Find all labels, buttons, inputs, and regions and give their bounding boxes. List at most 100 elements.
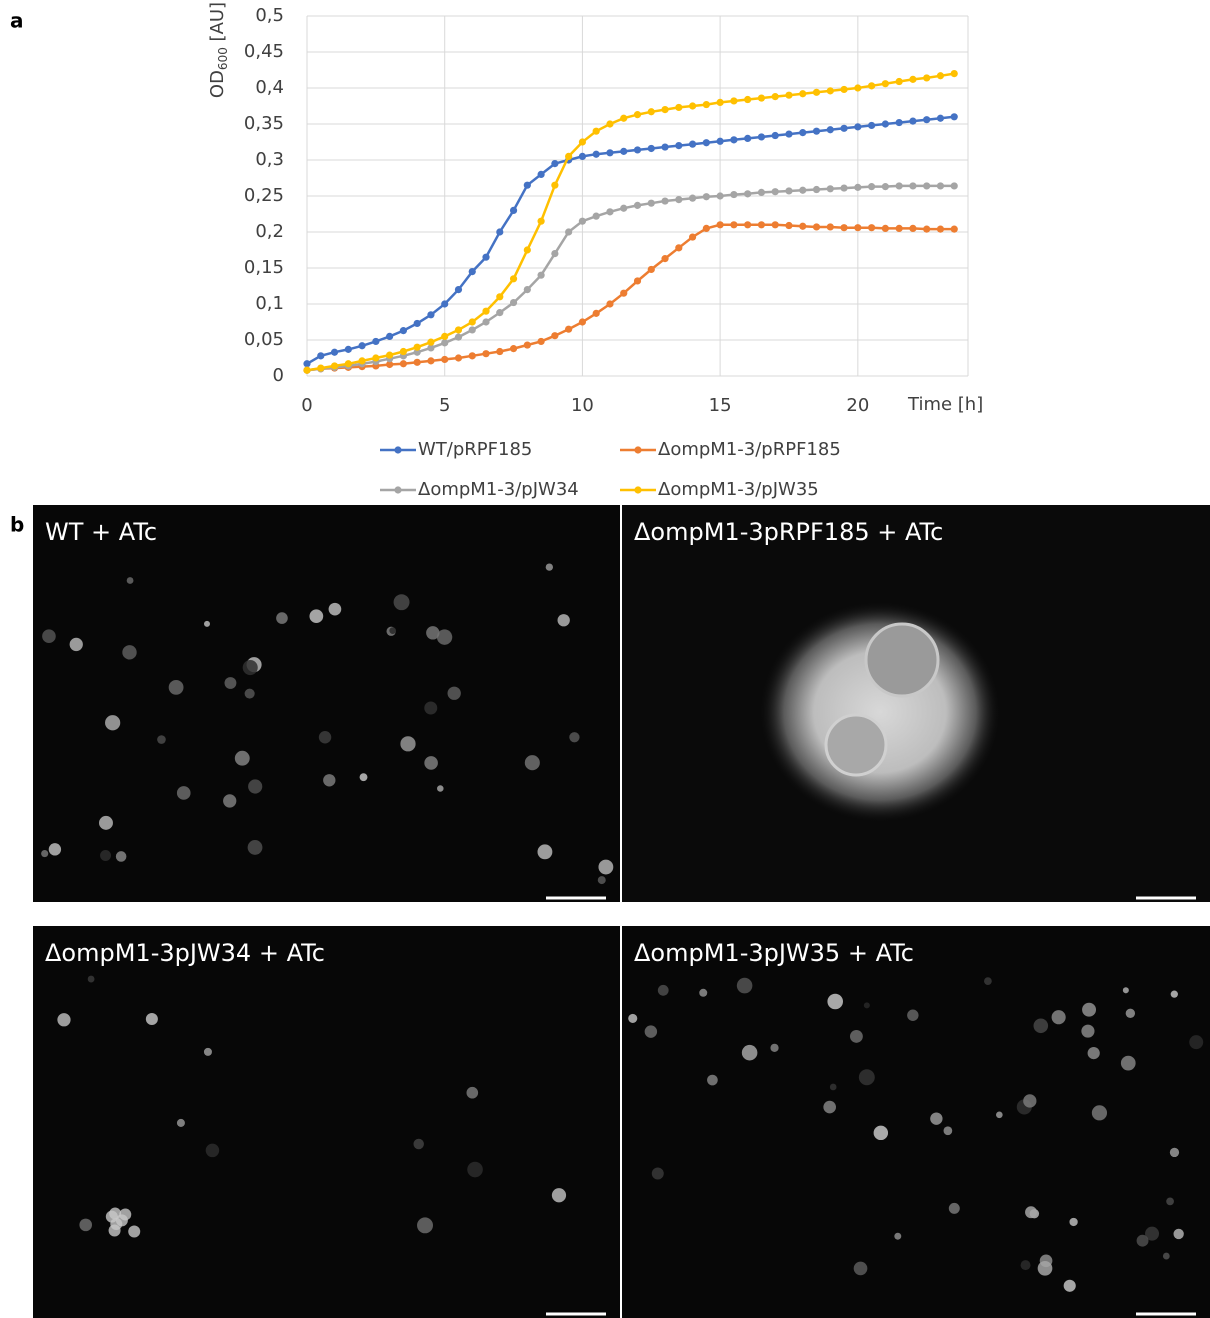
- data-point: [951, 70, 958, 77]
- data-point: [744, 96, 751, 103]
- data-point: [482, 350, 489, 357]
- data-point: [730, 136, 737, 143]
- data-point: [469, 352, 476, 359]
- data-point: [661, 255, 668, 262]
- y-tick-label: 0,05: [244, 329, 284, 350]
- data-point: [703, 139, 710, 146]
- cell: [1038, 1261, 1053, 1276]
- y-tick-label: 0,35: [244, 113, 284, 134]
- cell: [88, 976, 95, 983]
- data-point: [689, 102, 696, 109]
- cell: [309, 609, 323, 623]
- data-point: [400, 327, 407, 334]
- data-point: [785, 187, 792, 194]
- data-point: [496, 348, 503, 355]
- cell: [413, 1139, 423, 1149]
- data-point: [675, 142, 682, 149]
- cell: [119, 1208, 131, 1220]
- data-point: [606, 120, 613, 127]
- micrograph: ΔompM1-3pJW34 + ATc: [33, 926, 620, 1318]
- data-point: [593, 128, 600, 135]
- series-line: [307, 74, 954, 371]
- data-point: [524, 286, 531, 293]
- data-point: [538, 171, 545, 178]
- cell: [1092, 1105, 1107, 1120]
- data-point: [827, 126, 834, 133]
- cell: [525, 755, 540, 770]
- y-axis-label-part: OD: [207, 70, 228, 98]
- cell: [248, 779, 262, 793]
- data-point: [744, 190, 751, 197]
- data-point: [868, 122, 875, 129]
- legend-marker: [634, 486, 641, 493]
- data-point: [386, 333, 393, 340]
- data-point: [661, 143, 668, 150]
- y-tick-label: 0: [273, 365, 284, 386]
- image-label: ΔompM1-3pJW34 + ATc: [45, 939, 325, 967]
- data-point: [868, 224, 875, 231]
- y-tick-label: 0,4: [255, 77, 284, 98]
- cell: [1064, 1280, 1076, 1292]
- cell: [907, 1010, 918, 1021]
- data-point: [538, 272, 545, 279]
- data-point: [634, 202, 641, 209]
- data-point: [538, 218, 545, 225]
- data-point: [620, 290, 627, 297]
- data-point: [496, 293, 503, 300]
- legend-label: ΔompM1-3/pJW34: [418, 479, 579, 500]
- data-point: [661, 106, 668, 113]
- legend-marker: [634, 446, 641, 453]
- cell: [859, 1069, 875, 1085]
- data-point: [400, 348, 407, 355]
- cell: [169, 680, 184, 695]
- data-point: [358, 357, 365, 364]
- data-point: [634, 146, 641, 153]
- cell: [177, 1119, 185, 1127]
- data-point: [730, 191, 737, 198]
- data-point: [840, 125, 847, 132]
- data-point: [896, 78, 903, 85]
- cell: [737, 978, 753, 994]
- cell: [79, 1219, 92, 1232]
- data-point: [717, 192, 724, 199]
- data-point: [317, 352, 324, 359]
- data-point: [937, 226, 944, 233]
- y-tick-label: 0,15: [244, 257, 284, 278]
- data-point: [923, 182, 930, 189]
- legend-label: ΔompM1-3/pRPF185: [658, 439, 841, 460]
- cell: [652, 1167, 664, 1179]
- data-point: [303, 360, 310, 367]
- data-point: [840, 86, 847, 93]
- cell: [424, 702, 437, 715]
- data-point: [455, 326, 462, 333]
- cell: [894, 1233, 901, 1240]
- y-tick-label: 0,45: [244, 41, 284, 62]
- cell: [206, 1144, 220, 1158]
- cell: [122, 645, 136, 659]
- data-point: [593, 310, 600, 317]
- data-point: [620, 148, 627, 155]
- data-point: [565, 326, 572, 333]
- cell: [1081, 1025, 1094, 1038]
- data-point: [868, 183, 875, 190]
- cell: [204, 621, 210, 627]
- data-point: [813, 89, 820, 96]
- legend-label: ΔompM1-3/pJW35: [658, 479, 819, 500]
- cell: [645, 1025, 657, 1037]
- data-point: [882, 225, 889, 232]
- data-point: [772, 221, 779, 228]
- data-point: [827, 185, 834, 192]
- cell: [276, 612, 288, 624]
- cell: [1171, 991, 1178, 998]
- data-point: [909, 76, 916, 83]
- data-point: [510, 345, 517, 352]
- data-point: [634, 277, 641, 284]
- data-point: [331, 362, 338, 369]
- data-point: [455, 286, 462, 293]
- data-point: [937, 115, 944, 122]
- cell: [437, 785, 444, 792]
- data-point: [538, 338, 545, 345]
- cell: [546, 563, 553, 570]
- data-point: [785, 130, 792, 137]
- cell: [100, 850, 111, 861]
